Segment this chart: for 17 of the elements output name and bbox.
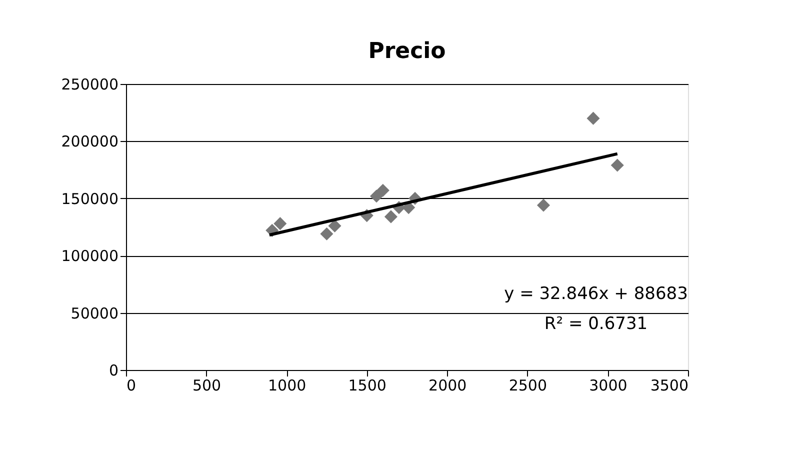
- x-tick-label: 3500: [650, 376, 688, 394]
- x-tick-label: 1500: [348, 376, 386, 394]
- x-tick-label: 2500: [508, 376, 548, 394]
- y-tick-label: 100000: [61, 247, 118, 266]
- y-tick-label: 250000: [61, 76, 118, 94]
- y-tick-label: 0: [108, 362, 118, 380]
- y-tick-label: 50000: [70, 304, 118, 322]
- x-tick-label: 2000: [428, 376, 467, 394]
- y-tick-label: 150000: [61, 190, 118, 208]
- chart-title: Precio: [368, 39, 446, 64]
- y-tick-label: 200000: [61, 132, 118, 151]
- x-tick-label: 500: [192, 376, 222, 394]
- x-tick-label: 1000: [268, 376, 306, 394]
- x-tick-label: 0: [126, 376, 136, 394]
- x-tick-label: 3000: [589, 376, 628, 394]
- annotation: y = 32.846x + 88683: [504, 284, 688, 304]
- annotation: R² = 0.6731: [544, 314, 648, 334]
